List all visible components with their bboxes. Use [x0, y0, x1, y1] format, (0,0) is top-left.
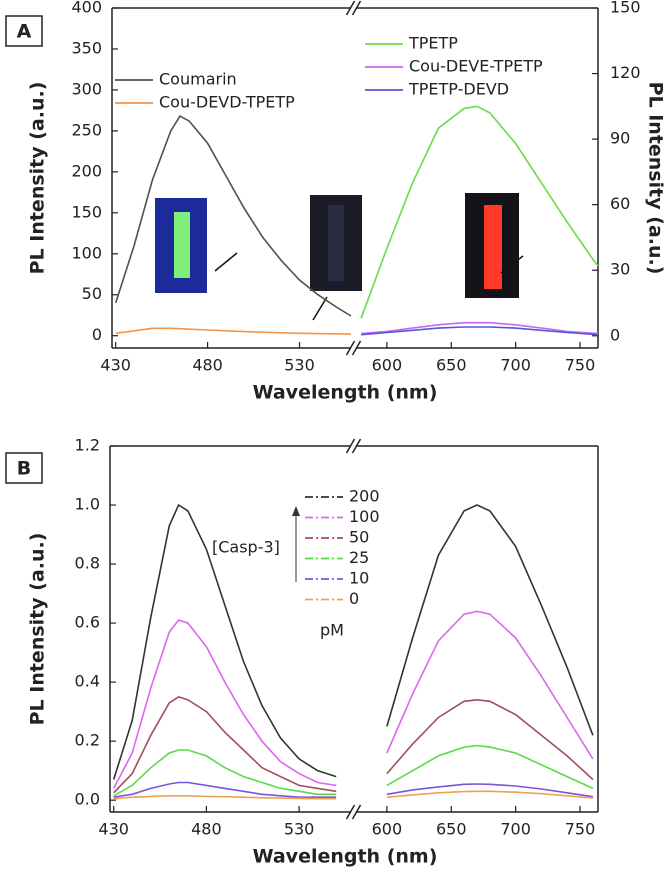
y-tick-label: 400 [71, 0, 102, 17]
axis-break [351, 438, 362, 454]
y-tick-label: 1.0 [75, 495, 100, 514]
panel-label: B [17, 458, 31, 480]
x-tick-label: 650 [436, 356, 467, 375]
x-tick-label: 530 [284, 356, 315, 375]
legend-label: 0 [349, 589, 359, 608]
x-tick-label: 700 [500, 356, 531, 375]
y-axis-title: PL Intensity (a.u.) [27, 82, 49, 275]
y-tick-label: 0.0 [75, 790, 100, 809]
axis-break [345, 438, 356, 454]
x-tick-label: 600 [372, 356, 403, 375]
y2-tick-label: 0 [610, 325, 620, 344]
y-tick-label: 100 [71, 243, 102, 262]
y2-tick-label: 150 [610, 0, 641, 17]
axis-break [351, 340, 362, 356]
legend-label: 25 [349, 548, 369, 567]
panel-box [5, 452, 43, 484]
x-tick-label: 430 [98, 820, 129, 839]
y-axis-title: PL Intensity (a.u.) [27, 533, 49, 726]
y-tick-label: 350 [71, 38, 102, 57]
legend-label: 10 [349, 569, 369, 588]
x-tick-label: 750 [565, 820, 596, 839]
y-tick-label: 0.4 [75, 672, 100, 691]
axis-break [345, 340, 356, 356]
y-tick-label: 250 [71, 120, 102, 139]
axis-break [345, 0, 356, 16]
axis-break [351, 804, 362, 820]
data-line [386, 783, 594, 798]
data-line [386, 610, 594, 760]
y2-tick-label: 90 [610, 129, 630, 148]
y-tick-label: 0.8 [75, 554, 100, 573]
data-line [386, 698, 594, 781]
legend-unit: pM [320, 621, 344, 640]
x-tick-label: 750 [565, 356, 596, 375]
y-tick-label: 50 [82, 284, 102, 303]
data-line [113, 795, 337, 800]
x-axis-title: Wavelength (nm) [253, 382, 438, 404]
legend-label: TPETP [408, 34, 458, 53]
inset-cuvette [174, 212, 190, 278]
data-line [361, 321, 599, 335]
data-line [386, 504, 594, 736]
data-line [115, 327, 352, 335]
y-tick-label: 0.6 [75, 613, 100, 632]
x-tick-label: 700 [500, 820, 531, 839]
x-tick-label: 650 [436, 820, 467, 839]
axis-break [345, 804, 356, 820]
inset-cuvette [328, 205, 344, 281]
y-tick-label: 200 [71, 161, 102, 180]
y-tick-label: 0 [92, 325, 102, 344]
legend-arrowhead [292, 506, 300, 516]
y2-tick-label: 30 [610, 260, 630, 279]
legend-label: Cou-DEVE-TPETP [409, 57, 543, 76]
legend-label: TPETP-DEVD [408, 80, 509, 99]
data-line [113, 696, 337, 794]
x-tick-label: 530 [284, 820, 315, 839]
data-line [112, 619, 337, 789]
data-line [113, 749, 337, 797]
axis-break [351, 0, 362, 16]
y-tick-label: 0.2 [75, 731, 100, 750]
x-tick-label: 480 [192, 356, 223, 375]
data-line [361, 326, 599, 336]
inset-cuvette [484, 205, 502, 289]
pointer [312, 296, 328, 321]
legend-label: Coumarin [159, 70, 237, 89]
legend-label: 50 [349, 528, 369, 547]
y2-tick-label: 120 [610, 63, 641, 82]
data-line [386, 744, 594, 790]
y2-axis-title: PL Intensity (a.u.) [645, 82, 667, 275]
pointer [214, 252, 238, 272]
y-tick-label: 300 [71, 79, 102, 98]
x-tick-label: 480 [191, 820, 222, 839]
legend-label: Cou-DEVD-TPETP [159, 93, 295, 112]
panel-box [5, 15, 43, 47]
x-tick-label: 430 [100, 356, 131, 375]
legend-label: 200 [349, 487, 380, 506]
pointer [500, 255, 524, 274]
data-line [114, 115, 352, 317]
x-axis-title: Wavelength (nm) [253, 846, 438, 868]
y2-tick-label: 60 [610, 194, 630, 213]
data-line [386, 790, 593, 799]
legend-label: 100 [349, 507, 380, 526]
data-line [360, 105, 599, 319]
legend-title: [Casp-3] [212, 538, 280, 557]
y-tick-label: 150 [71, 202, 102, 221]
x-tick-label: 600 [372, 820, 403, 839]
data-line [113, 781, 337, 798]
panel-label: A [17, 21, 32, 43]
data-line [112, 503, 337, 780]
y-tick-label: 1.2 [75, 436, 100, 455]
